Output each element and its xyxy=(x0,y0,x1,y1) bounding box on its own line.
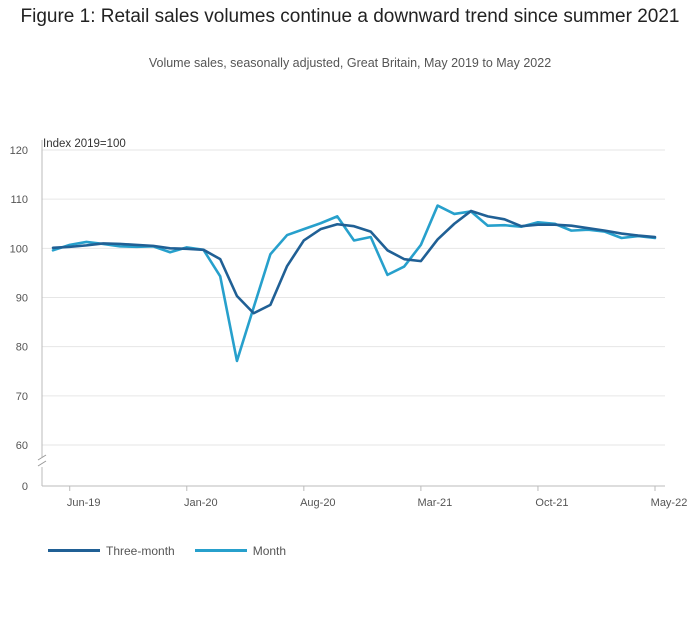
gridlines xyxy=(37,140,665,487)
y-tick-label: 60 xyxy=(16,440,28,452)
series-line-month xyxy=(51,204,657,363)
legend-item-three-month[interactable]: Three-month xyxy=(48,544,175,558)
x-tick-label: Jun-19 xyxy=(67,497,101,509)
legend-item-month[interactable]: Month xyxy=(194,543,287,558)
legend-label: Three-month xyxy=(106,543,175,558)
legend: Three-month Month xyxy=(48,541,306,558)
y-tick-label: 100 xyxy=(10,243,28,255)
x-tick-label: Jan-20 xyxy=(184,497,218,509)
legend-swatch xyxy=(194,549,247,552)
series-lines xyxy=(51,204,657,363)
y-tick-label: 0 xyxy=(22,481,28,493)
y-axis-ticks: 0 60 70 80 90 100 110 120 xyxy=(10,145,28,493)
legend-label: Month xyxy=(252,543,287,558)
chart-subtitle: Volume sales, seasonally adjusted, Great… xyxy=(148,56,552,70)
x-tick-label: May-22 xyxy=(651,497,688,509)
y-tick-label: 110 xyxy=(10,194,28,206)
axis-break-icon xyxy=(37,454,47,467)
y-tick-label: 120 xyxy=(10,145,28,157)
x-tick-label: Aug-20 xyxy=(300,497,335,509)
y-tick-label: 80 xyxy=(16,342,28,354)
y-tick-label: 70 xyxy=(16,391,28,403)
x-tick-label: Mar-21 xyxy=(417,497,452,509)
x-axis-ticks: Jun-19 Jan-20 Aug-20 Mar-21 Oct-21 May-22 xyxy=(67,486,687,509)
chart-title: Figure 1: Retail sales volumes continue … xyxy=(20,6,680,27)
series-line-three-month xyxy=(51,209,657,315)
y-tick-label: 90 xyxy=(16,293,28,305)
legend-swatch xyxy=(48,549,100,552)
x-tick-label: Oct-21 xyxy=(535,497,568,509)
y-axis-label: Index 2019=100 xyxy=(43,138,126,150)
